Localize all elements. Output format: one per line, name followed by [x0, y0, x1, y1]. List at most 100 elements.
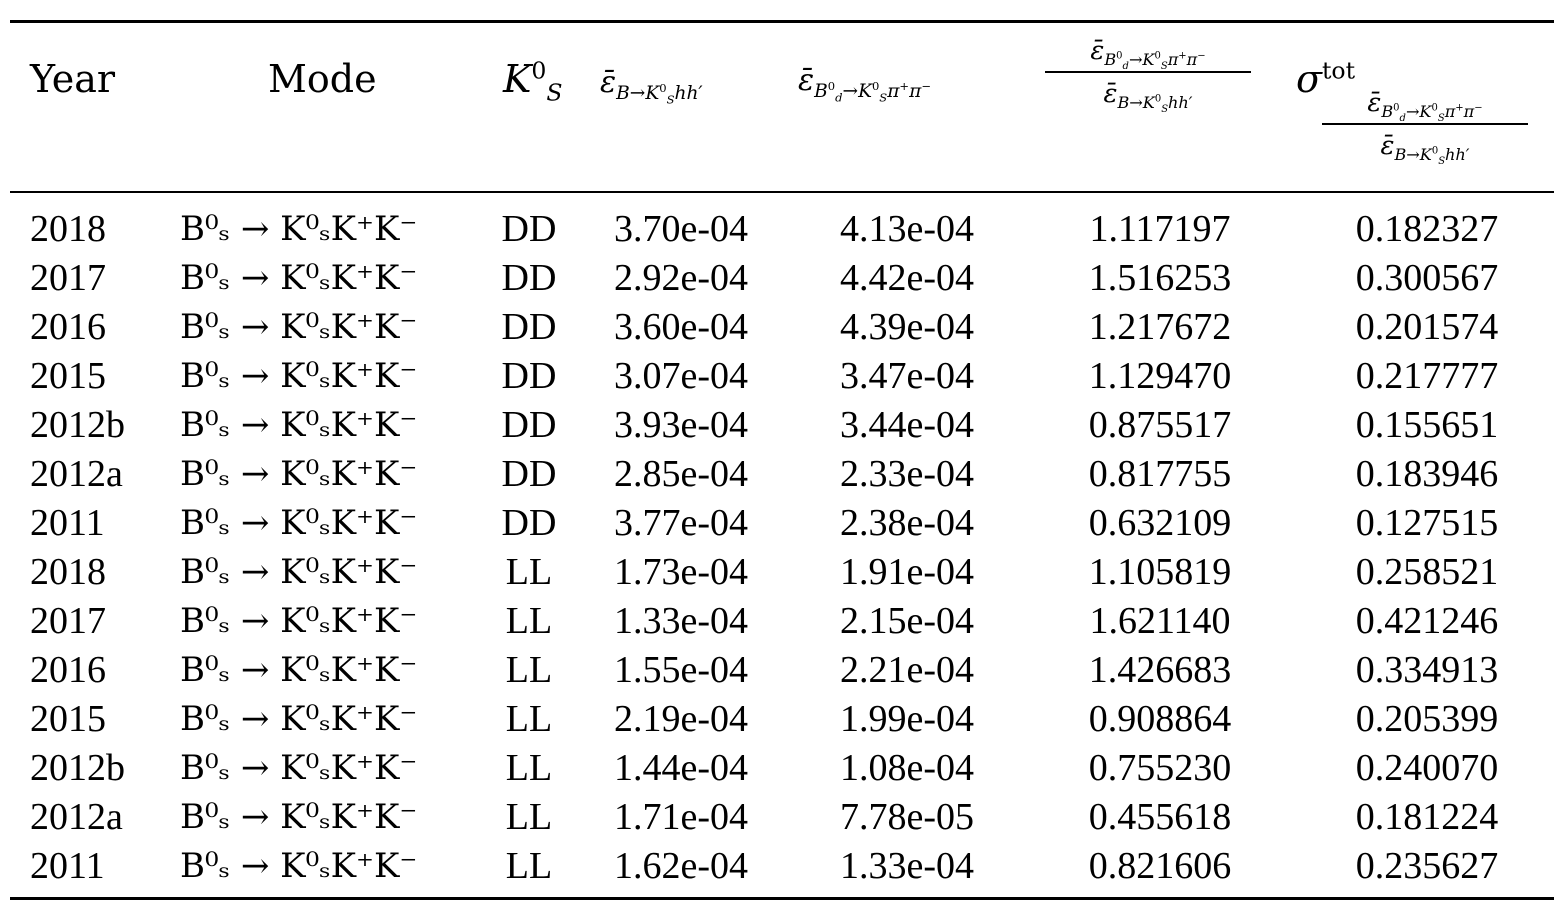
- cell-ratio: 0.821606: [1088, 845, 1232, 887]
- cell-sigma: 0.181224: [1355, 796, 1499, 838]
- header-eff-bd: ε̄B0d→K0Sπ+π−: [798, 63, 931, 105]
- table-row: 2018 B⁰ₛ → K⁰ₛK⁺K⁻ LL 1.73e-04 1.91e-04 1.105…: [10, 548, 1554, 597]
- header-eff-b: ε̄B→K0Shh′: [600, 65, 703, 107]
- cell-eff-bd: 2.33e-04: [839, 453, 975, 495]
- cell-eff-b: 2.19e-04: [613, 698, 749, 740]
- cell-ratio: 1.105819: [1088, 551, 1232, 593]
- cell-year: 2018: [30, 551, 106, 593]
- cell-mode: B⁰ₛ → K⁰ₛK⁺K⁻: [180, 797, 418, 837]
- table-row: 2015 B⁰ₛ → K⁰ₛK⁺K⁻ DD 3.07e-04 3.47e-04 1.129…: [10, 352, 1554, 401]
- cell-eff-bd: 2.38e-04: [839, 502, 975, 544]
- table-row: 2012a B⁰ₛ → K⁰ₛK⁺K⁻ LL 1.71e-04 7.78e-05 0.45…: [10, 793, 1554, 842]
- cell-eff-b: 1.62e-04: [613, 845, 749, 887]
- header-mode: Mode: [268, 57, 377, 101]
- cell-sigma: 0.258521: [1355, 551, 1499, 593]
- table-row: 2011 B⁰ₛ → K⁰ₛK⁺K⁻ DD 3.77e-04 2.38e-04 0.632…: [10, 499, 1554, 548]
- cell-sigma: 0.300567: [1355, 257, 1499, 299]
- table-row: 2012b B⁰ₛ → K⁰ₛK⁺K⁻ DD 3.93e-04 3.44e-04 0.87…: [10, 401, 1554, 450]
- cell-eff-bd: 2.15e-04: [839, 600, 975, 642]
- cell-eff-bd: 3.44e-04: [839, 404, 975, 446]
- cell-ks: LL: [505, 845, 553, 887]
- cell-year: 2016: [30, 306, 106, 348]
- cell-ratio: 1.217672: [1088, 306, 1232, 348]
- cell-eff-bd: 4.39e-04: [839, 306, 975, 348]
- cell-sigma: 0.421246: [1355, 600, 1499, 642]
- cell-ks: LL: [505, 551, 553, 593]
- cell-ks: LL: [505, 796, 553, 838]
- cell-ratio: 0.455618: [1088, 796, 1232, 838]
- cell-eff-b: 3.60e-04: [613, 306, 749, 348]
- table-row: 2018 B⁰ₛ → K⁰ₛK⁺K⁻ DD 3.70e-04 4.13e-04 1.117…: [10, 205, 1554, 254]
- cell-eff-bd: 1.33e-04: [839, 845, 975, 887]
- table-bottom-rule: [10, 897, 1554, 900]
- cell-sigma: 0.155651: [1355, 404, 1499, 446]
- table-row: 2017 B⁰ₛ → K⁰ₛK⁺K⁻ DD 2.92e-04 4.42e-04 1.516…: [10, 254, 1554, 303]
- cell-mode: B⁰ₛ → K⁰ₛK⁺K⁻: [180, 748, 418, 788]
- cell-ks: LL: [505, 698, 553, 740]
- cell-eff-b: 1.44e-04: [613, 747, 749, 789]
- table-row: 2015 B⁰ₛ → K⁰ₛK⁺K⁻ LL 2.19e-04 1.99e-04 0.908…: [10, 695, 1554, 744]
- table-header-rule: [10, 191, 1554, 193]
- cell-eff-b: 2.92e-04: [613, 257, 749, 299]
- cell-sigma: 0.217777: [1355, 355, 1499, 397]
- cell-year: 2012b: [30, 404, 125, 446]
- header-sigma: σtot: [1296, 56, 1356, 101]
- cell-year: 2018: [30, 208, 106, 250]
- header-year: Year: [30, 57, 116, 101]
- cell-eff-bd: 4.42e-04: [839, 257, 975, 299]
- cell-sigma: 0.182327: [1355, 208, 1499, 250]
- cell-eff-b: 1.33e-04: [613, 600, 749, 642]
- cell-year: 2017: [30, 257, 106, 299]
- cell-year: 2011: [30, 502, 105, 544]
- cell-eff-bd: 3.47e-04: [839, 355, 975, 397]
- cell-sigma: 0.201574: [1355, 306, 1499, 348]
- cell-eff-b: 1.73e-04: [613, 551, 749, 593]
- cell-eff-bd: 7.78e-05: [839, 796, 975, 838]
- table-row: 2017 B⁰ₛ → K⁰ₛK⁺K⁻ LL 1.33e-04 2.15e-04 1.621…: [10, 597, 1554, 646]
- cell-year: 2016: [30, 649, 106, 691]
- cell-mode: B⁰ₛ → K⁰ₛK⁺K⁻: [180, 846, 418, 886]
- cell-eff-b: 1.55e-04: [613, 649, 749, 691]
- cell-ratio: 0.817755: [1088, 453, 1232, 495]
- cell-sigma: 0.334913: [1355, 649, 1499, 691]
- cell-mode: B⁰ₛ → K⁰ₛK⁺K⁻: [180, 356, 418, 396]
- cell-sigma: 0.235627: [1355, 845, 1499, 887]
- cell-eff-b: 3.77e-04: [613, 502, 749, 544]
- cell-ratio: 1.516253: [1088, 257, 1232, 299]
- cell-ks: DD: [501, 453, 557, 495]
- cell-ks: DD: [501, 355, 557, 397]
- cell-sigma: 0.240070: [1355, 747, 1499, 789]
- cell-ks: DD: [501, 502, 557, 544]
- cell-year: 2012a: [30, 453, 123, 495]
- cell-eff-bd: 1.99e-04: [839, 698, 975, 740]
- cell-ratio: 1.117197: [1089, 208, 1231, 250]
- cell-year: 2011: [30, 845, 105, 887]
- cell-sigma: 0.127515: [1355, 502, 1499, 544]
- cell-ks: LL: [505, 600, 553, 642]
- cell-mode: B⁰ₛ → K⁰ₛK⁺K⁻: [180, 307, 418, 347]
- cell-mode: B⁰ₛ → K⁰ₛK⁺K⁻: [180, 454, 418, 494]
- cell-eff-bd: 1.91e-04: [839, 551, 975, 593]
- cell-mode: B⁰ₛ → K⁰ₛK⁺K⁻: [180, 699, 418, 739]
- cell-eff-b: 3.70e-04: [613, 208, 749, 250]
- cell-sigma: 0.205399: [1355, 698, 1499, 740]
- cell-mode: B⁰ₛ → K⁰ₛK⁺K⁻: [180, 405, 418, 445]
- cell-mode: B⁰ₛ → K⁰ₛK⁺K⁻: [180, 552, 418, 592]
- table-row: 2011 B⁰ₛ → K⁰ₛK⁺K⁻ LL 1.62e-04 1.33e-04 0.821…: [10, 842, 1554, 891]
- cell-ks: DD: [501, 306, 557, 348]
- table-row: 2016 B⁰ₛ → K⁰ₛK⁺K⁻ DD 3.60e-04 4.39e-04 1.217…: [10, 303, 1554, 352]
- table-row: 2016 B⁰ₛ → K⁰ₛK⁺K⁻ LL 1.55e-04 2.21e-04 1.426…: [10, 646, 1554, 695]
- cell-eff-b: 3.93e-04: [613, 404, 749, 446]
- efficiency-table: 2018 B⁰ₛ → K⁰ₛK⁺K⁻ DD 3.70e-04 4.13e-04 1.117…: [10, 205, 1554, 891]
- cell-mode: B⁰ₛ → K⁰ₛK⁺K⁻: [180, 258, 418, 298]
- cell-year: 2015: [30, 698, 106, 740]
- cell-mode: B⁰ₛ → K⁰ₛK⁺K⁻: [180, 601, 418, 641]
- cell-ratio: 1.621140: [1089, 600, 1231, 642]
- cell-year: 2012b: [30, 747, 125, 789]
- cell-ratio: 0.755230: [1088, 747, 1232, 789]
- cell-eff-bd: 2.21e-04: [839, 649, 975, 691]
- cell-eff-b: 3.07e-04: [613, 355, 749, 397]
- cell-mode: B⁰ₛ → K⁰ₛK⁺K⁻: [180, 209, 418, 249]
- cell-year: 2017: [30, 600, 106, 642]
- cell-eff-bd: 4.13e-04: [839, 208, 975, 250]
